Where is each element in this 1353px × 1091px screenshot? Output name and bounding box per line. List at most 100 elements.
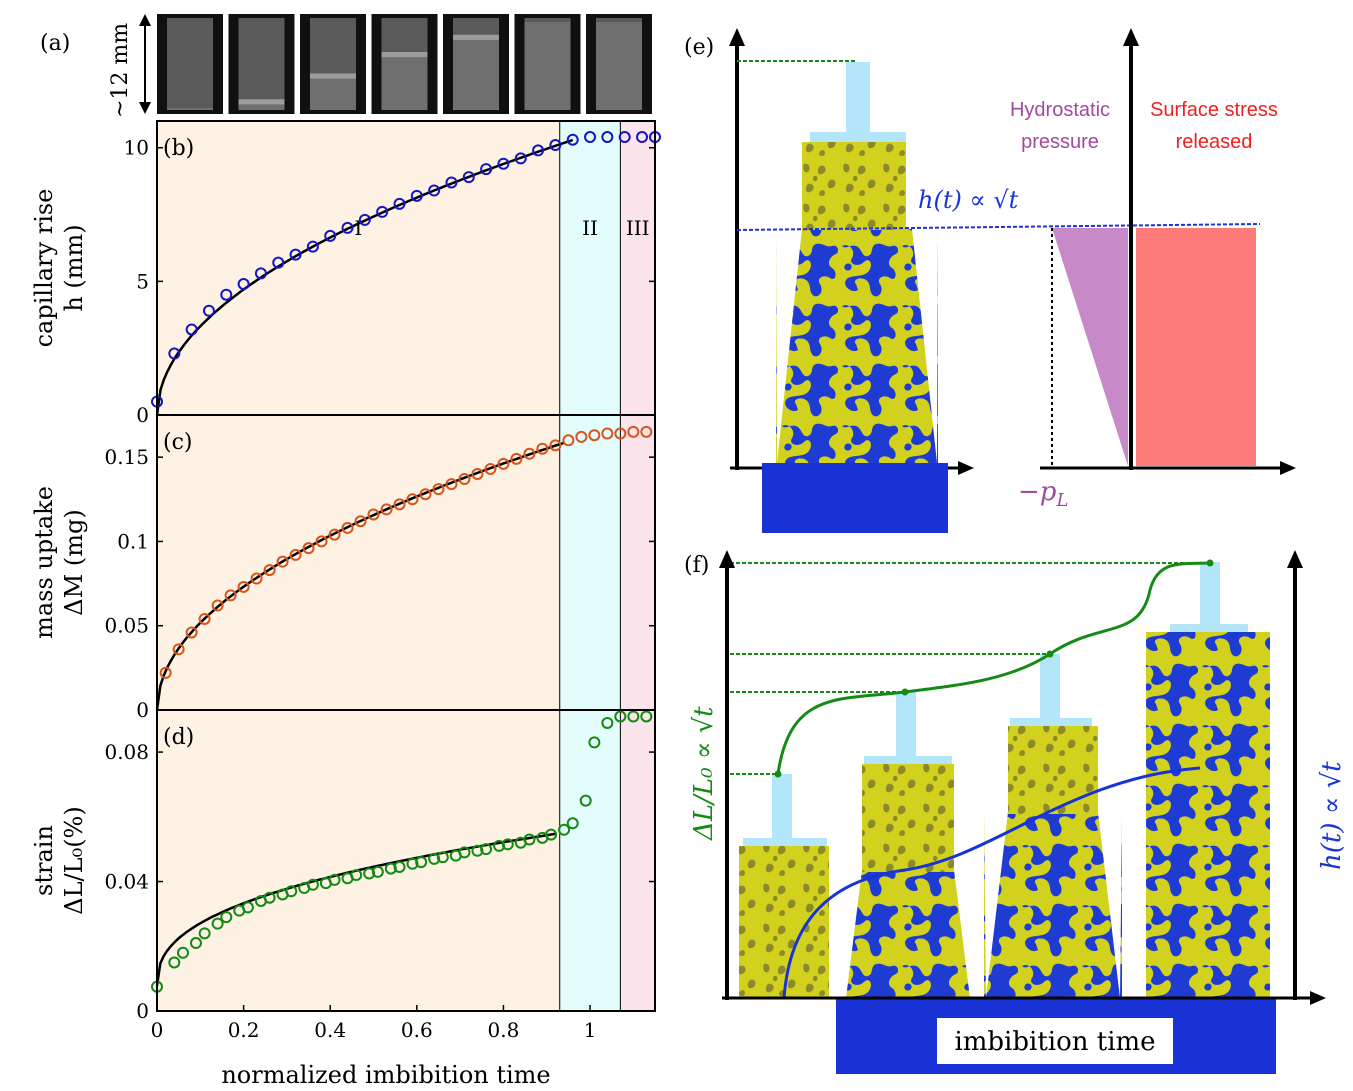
data-point: [237, 278, 250, 291]
chart-mass: 0 0.05 0.1 0.15 (c) mass uptake ΔM (mg): [30, 414, 656, 722]
scale-label: ~12 mm: [108, 23, 133, 118]
ytick-label: 0.1: [117, 529, 149, 553]
e-taper-right: [912, 229, 938, 463]
e-pressure-label: −pL: [1018, 477, 1068, 511]
f-y-arrow: [719, 550, 735, 568]
data-point: [406, 493, 419, 506]
region-2: [620, 415, 655, 710]
f-strain-label: ΔL/L₀ ∝ √t: [689, 706, 719, 841]
data-point: [185, 323, 198, 336]
photo-liquid-7: [596, 22, 642, 110]
e-piston-rod: [846, 62, 870, 134]
data-point: [324, 229, 337, 242]
data-point: [172, 643, 185, 656]
data-point: [432, 483, 445, 496]
data-point: [558, 823, 571, 836]
xtick-label: 0.8: [488, 1018, 520, 1042]
data-point: [371, 865, 384, 878]
data-point: [263, 564, 276, 577]
data-point: [328, 873, 341, 886]
data-point: [354, 515, 367, 528]
data-point: [627, 710, 640, 723]
fit-line: [155, 441, 565, 711]
data-point: [241, 901, 254, 914]
data-point: [445, 478, 458, 491]
f-xlabel: imbibition time: [954, 1027, 1155, 1057]
ytick-label: 10: [124, 136, 149, 160]
scale-arrow-head-down: [139, 102, 151, 114]
data-point: [566, 817, 579, 830]
e-surface-label-2: released: [1176, 131, 1253, 153]
data-point: [410, 189, 423, 202]
data-point: [640, 425, 653, 438]
f-stage2-taper-right: [954, 870, 970, 998]
f-stage4-rod: [1200, 562, 1220, 626]
data-point: [636, 131, 649, 144]
ytick-label: 0.05: [104, 614, 149, 638]
data-point: [458, 846, 471, 859]
data-point: [484, 462, 497, 475]
data-point: [493, 839, 506, 852]
region-2: [620, 710, 655, 1011]
region-label: I: [354, 216, 362, 240]
data-point: [618, 131, 631, 144]
e-height-guide: [736, 223, 1261, 231]
data-point: [189, 937, 202, 950]
region-1: [559, 121, 621, 415]
f-stage1-plate: [743, 838, 827, 846]
ytick-label: 0: [136, 698, 149, 722]
f-xlabel-box: [937, 1018, 1173, 1064]
f-stage1-rod: [772, 774, 792, 840]
data-point: [306, 878, 319, 891]
e-hydrostatic-label-1: Hydrostatic: [1010, 99, 1110, 121]
photo-liquid-3: [310, 73, 356, 110]
region-0: [157, 121, 560, 415]
data-point: [220, 911, 233, 924]
data-point: [601, 131, 614, 144]
plot-frame: [156, 709, 656, 1012]
data-point: [562, 434, 575, 447]
e-height-equation: h(t) ∝ √t: [918, 186, 1019, 214]
photo-liquid-1: [167, 108, 213, 110]
data-point: [575, 430, 588, 443]
chart-strain: 0 0.04 0.08 0 0.2 0.4 0.6 0.8 1 normalized imbibi…: [30, 709, 656, 1089]
data-point: [350, 869, 363, 882]
f-height-label: h(t) ∝ √t: [1317, 761, 1347, 870]
xtick-label: 0.4: [314, 1018, 346, 1042]
f-right-arrow: [1287, 550, 1303, 568]
data-point: [380, 503, 393, 516]
e-reservoir: [762, 463, 948, 533]
f-strain-dot-2: [901, 688, 909, 696]
e-dry-sample: [802, 142, 906, 230]
f-stage3-rod: [1040, 654, 1060, 720]
ylabel-line-2: ΔL/L₀(%): [60, 806, 88, 914]
ytick-label: 0.15: [104, 445, 149, 469]
data-point: [276, 555, 289, 568]
data-point: [480, 843, 493, 856]
photo-liquid-2: [238, 99, 285, 110]
data-point: [272, 256, 285, 269]
f-stage3-plate: [1010, 718, 1092, 726]
data-point: [480, 163, 493, 176]
data-point: [384, 862, 397, 875]
data-point: [436, 851, 449, 864]
data-point: [315, 535, 328, 548]
panel-a: (a) ~12 mm: [40, 14, 652, 118]
data-point: [328, 528, 341, 541]
data-point: [640, 710, 653, 723]
data-point: [306, 240, 319, 253]
e-hydrostatic-triangle: [1052, 228, 1128, 466]
data-point: [168, 347, 181, 360]
region-label: II: [582, 216, 598, 240]
data-point: [220, 288, 233, 301]
data-point: [419, 488, 432, 501]
data-point: [358, 213, 371, 226]
ytick-label: 0.08: [104, 740, 149, 764]
photo-liquid-6: [524, 22, 571, 110]
ytick-label: 5: [136, 269, 149, 293]
e-hydrostatic-label-2: pressure: [1021, 131, 1099, 153]
panel-f-label: (f): [684, 553, 709, 578]
photo-strip: [157, 14, 652, 114]
data-point: [198, 612, 211, 625]
data-point: [584, 131, 597, 144]
